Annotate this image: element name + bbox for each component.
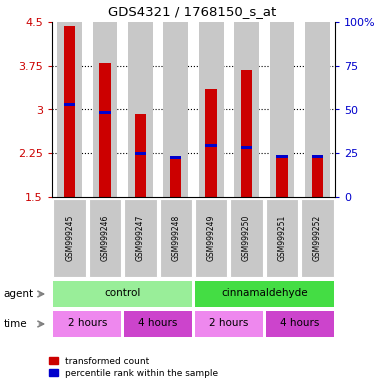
Text: GSM999246: GSM999246	[100, 215, 110, 261]
Text: 4 hours: 4 hours	[280, 318, 319, 328]
Bar	[266, 311, 333, 337]
Bar	[93, 22, 117, 197]
Text: agent: agent	[4, 289, 34, 299]
Bar	[270, 22, 294, 197]
Text: GSM999250: GSM999250	[242, 215, 251, 261]
Bar	[199, 22, 224, 197]
Text: GSM999248: GSM999248	[171, 215, 180, 261]
Bar	[206, 144, 217, 147]
Bar	[57, 22, 82, 197]
Bar	[206, 89, 217, 197]
Bar	[99, 111, 111, 114]
Text: GSM999245: GSM999245	[65, 215, 74, 261]
Legend: transformed count, percentile rank within the sample: transformed count, percentile rank withi…	[49, 357, 218, 377]
Text: GSM999251: GSM999251	[277, 215, 286, 261]
Bar	[195, 311, 263, 337]
Bar	[241, 146, 252, 149]
Bar	[124, 311, 192, 337]
Bar	[54, 311, 121, 337]
Bar	[234, 22, 259, 197]
Bar	[159, 199, 192, 277]
Bar	[266, 199, 298, 277]
Bar	[64, 26, 75, 197]
Text: time: time	[4, 319, 27, 329]
Text: control: control	[105, 288, 141, 298]
Bar	[230, 199, 263, 277]
Text: 2 hours: 2 hours	[209, 318, 249, 328]
Text: GSM999252: GSM999252	[313, 215, 322, 261]
Bar	[301, 199, 333, 277]
Bar	[195, 281, 333, 306]
Bar	[305, 22, 330, 197]
Bar	[128, 22, 153, 197]
Bar	[89, 199, 121, 277]
Bar	[241, 70, 252, 197]
Bar	[99, 63, 111, 197]
Bar	[163, 22, 188, 197]
Bar	[170, 156, 181, 159]
Bar	[311, 155, 323, 158]
Bar	[195, 199, 228, 277]
Bar	[135, 114, 146, 197]
Bar	[311, 157, 323, 197]
Text: GDS4321 / 1768150_s_at: GDS4321 / 1768150_s_at	[108, 5, 277, 18]
Text: cinnamaldehyde: cinnamaldehyde	[221, 288, 308, 298]
Text: GSM999247: GSM999247	[136, 215, 145, 261]
Text: 4 hours: 4 hours	[138, 318, 178, 328]
Bar	[54, 199, 86, 277]
Bar	[276, 156, 288, 197]
Text: GSM999249: GSM999249	[207, 215, 216, 261]
Bar	[170, 157, 181, 197]
Bar	[124, 199, 157, 277]
Text: 2 hours: 2 hours	[68, 318, 107, 328]
Bar	[54, 281, 192, 306]
Bar	[64, 103, 75, 106]
Bar	[276, 155, 288, 158]
Bar	[135, 152, 146, 155]
